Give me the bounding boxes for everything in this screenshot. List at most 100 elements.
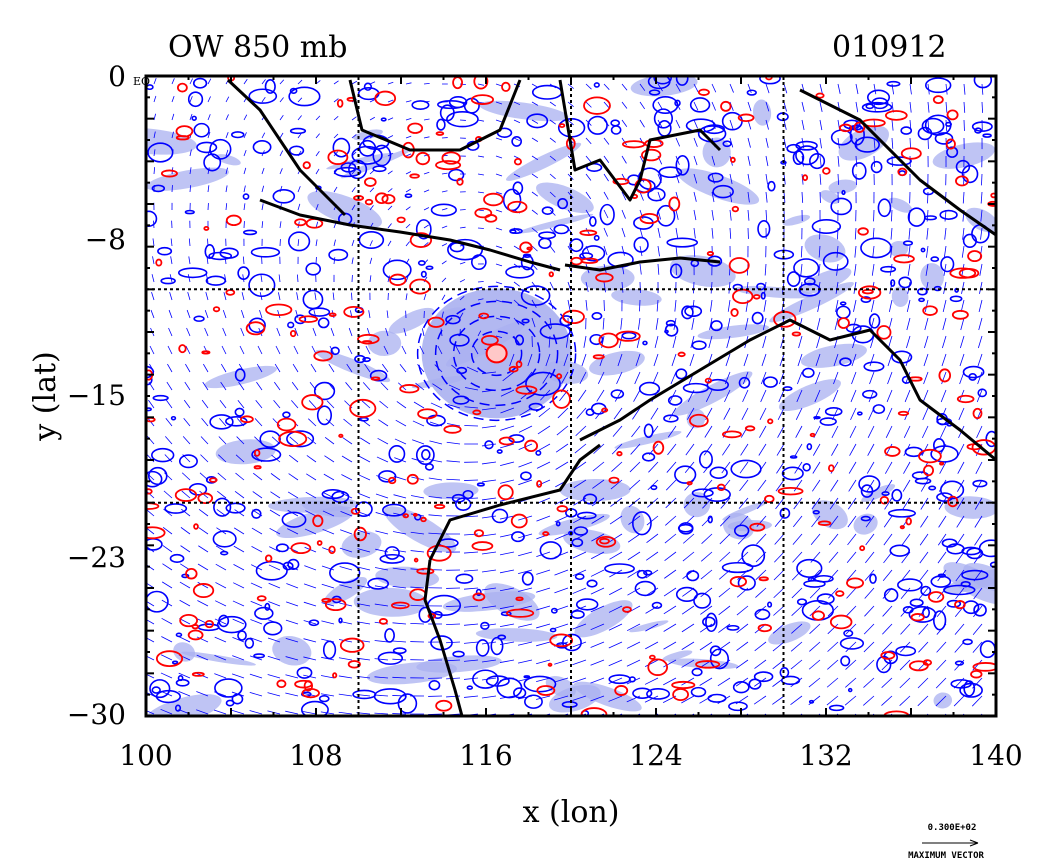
positive-contour	[298, 315, 319, 323]
negative-contour	[528, 402, 544, 411]
wind-vector	[926, 227, 929, 240]
wind-vector	[403, 328, 407, 337]
wind-vector	[567, 119, 574, 126]
wind-vector	[383, 345, 389, 355]
wind-vector	[590, 623, 605, 631]
wind-vector	[347, 345, 353, 355]
vorticity-fill-layer	[146, 76, 996, 716]
negative-contour	[425, 265, 434, 271]
negative-contour	[653, 108, 674, 129]
wind-vector	[369, 205, 374, 211]
wind-vector	[321, 565, 335, 571]
positive-contour	[276, 417, 297, 432]
wind-vector	[375, 493, 389, 499]
wind-vector	[289, 436, 299, 445]
negative-contour	[856, 411, 863, 416]
wind-vector	[906, 317, 911, 331]
negative-contour	[511, 531, 525, 543]
wind-vector	[405, 223, 411, 229]
positive-contour	[595, 272, 614, 283]
wind-vector	[270, 473, 281, 481]
negative-contour	[691, 340, 707, 351]
wind-vector	[567, 209, 574, 217]
wind-vector	[146, 472, 155, 481]
wind-vector	[918, 587, 929, 600]
wind-vector	[609, 533, 623, 543]
wind-vector	[693, 155, 698, 166]
wind-vector	[939, 461, 947, 474]
negative-contour	[675, 586, 698, 603]
negative-contour	[521, 571, 534, 586]
wind-vector	[185, 363, 191, 373]
negative-contour	[886, 156, 912, 166]
negative-contour	[496, 449, 503, 454]
wind-vector	[725, 353, 731, 367]
wind-vector	[423, 189, 430, 193]
negative-contour	[248, 273, 276, 298]
wind-vector	[755, 587, 767, 598]
wind-vector	[980, 209, 983, 222]
wind-vector	[189, 149, 192, 157]
wind-vector	[146, 582, 155, 589]
negative-contour	[767, 601, 773, 608]
negative-contour	[397, 693, 418, 714]
wind-vector	[463, 587, 479, 590]
wind-vector	[387, 135, 394, 139]
wind-vector	[531, 155, 539, 161]
wind-vector	[867, 443, 875, 456]
wind-vector	[795, 425, 803, 438]
positive-contour	[497, 484, 514, 501]
wind-vector	[627, 587, 641, 596]
negative-contour	[363, 82, 373, 91]
wind-vector	[603, 137, 610, 145]
wind-vector	[723, 407, 731, 420]
wind-vector	[663, 587, 677, 597]
negative-contour	[490, 636, 504, 656]
negative-contour	[282, 411, 291, 419]
wind-vector	[815, 353, 821, 367]
negative-contour	[251, 447, 282, 462]
vector-key-caption: MAXIMUM VECTOR	[908, 851, 984, 861]
negative-contour	[962, 233, 977, 248]
positive-contour	[357, 333, 380, 345]
negative-contour	[587, 115, 608, 135]
wind-vector	[664, 569, 677, 579]
positive-contour	[897, 410, 910, 416]
wind-vector	[906, 335, 911, 349]
wind-vector	[310, 363, 317, 373]
wind-vector	[146, 655, 155, 661]
wind-vector	[755, 569, 767, 581]
wind-vector	[957, 479, 965, 492]
wind-vector	[711, 101, 716, 111]
wind-vector	[380, 382, 389, 391]
wind-vector	[792, 515, 803, 528]
wind-vector	[549, 119, 556, 125]
wind-vector	[531, 317, 536, 328]
wind-vector	[845, 623, 857, 635]
wind-vector	[961, 245, 965, 258]
wind-vector	[938, 497, 947, 510]
wind-vector	[428, 532, 443, 535]
negative-contour	[860, 515, 871, 522]
wind-vector	[179, 581, 191, 589]
wind-vector	[369, 275, 372, 283]
positive-contour	[290, 542, 312, 555]
wind-vector	[809, 641, 821, 652]
wind-vector	[513, 281, 520, 287]
wind-vector	[338, 675, 353, 679]
negative-contour	[585, 408, 595, 417]
negative-contour	[289, 127, 307, 135]
negative-contour	[934, 132, 954, 145]
wind-vector	[459, 279, 466, 283]
negative-contour	[946, 599, 962, 608]
wind-vector	[759, 407, 767, 420]
negative-contour	[282, 561, 294, 571]
wind-vector	[779, 353, 785, 367]
wind-vector	[405, 100, 412, 103]
positive-contour	[515, 596, 524, 602]
wind-vector	[585, 173, 592, 181]
wind-vector	[197, 581, 209, 589]
wind-vector	[441, 172, 448, 175]
wind-vector	[959, 353, 965, 367]
positive-contour	[615, 330, 641, 342]
